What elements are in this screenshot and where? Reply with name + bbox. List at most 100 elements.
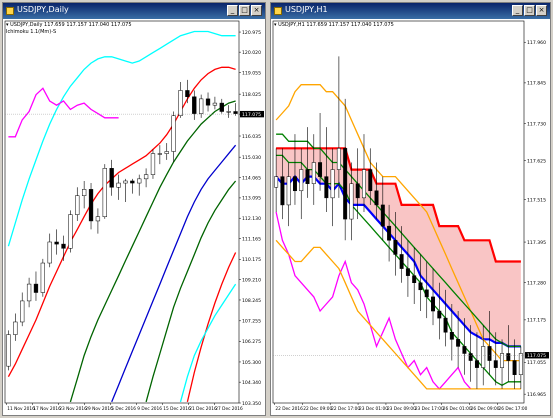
candle-body xyxy=(205,98,211,106)
candle-body xyxy=(336,148,341,170)
candle-body xyxy=(424,289,429,298)
price-tick-label: 117.515 xyxy=(527,197,546,203)
price-tick-label: 117.280 xyxy=(527,281,546,287)
candle-body xyxy=(192,96,197,114)
price-tick-label: 117.960 xyxy=(527,40,546,46)
h1-chart-plot[interactable]: 117.960 117.845 117.730 117.625 117.515 117.3… xyxy=(271,19,550,415)
candle-body xyxy=(412,275,417,283)
candle-body xyxy=(116,182,121,188)
candle-body xyxy=(456,339,461,347)
daily-chart-info-line: ▾ USDJPY,Daily 117.659 117.157 117.040 1… xyxy=(6,22,132,28)
indicator-line xyxy=(275,211,472,390)
candle-body xyxy=(54,241,59,245)
h1-chart-title: USDJPY,H1 xyxy=(285,5,328,14)
candle-body xyxy=(61,243,66,249)
candle-body xyxy=(185,90,190,98)
price-tick-label: 113.095 xyxy=(242,196,261,202)
current-price-label: 117.075 xyxy=(242,112,261,118)
candle-body xyxy=(47,241,52,264)
maximize-button[interactable]: □ xyxy=(239,5,250,16)
price-tick-label: 117.055 xyxy=(527,360,546,366)
candle-body xyxy=(33,283,39,293)
price-tick-label: 106.275 xyxy=(242,339,261,345)
candle-body xyxy=(399,254,404,269)
price-tick-label: 116.965 xyxy=(527,392,546,398)
candle-body xyxy=(233,111,238,114)
candle-body xyxy=(299,169,304,192)
price-tick-label: 109.210 xyxy=(242,277,261,283)
candle-body xyxy=(75,195,80,215)
candle-body xyxy=(405,268,410,276)
price-tick-label: 115.030 xyxy=(242,155,261,161)
candle-body xyxy=(468,353,473,361)
date-tick-label: 17 Nov 2016 xyxy=(33,406,61,412)
daily-chart-indicator-line: Ichimoku 1.1(Mm)-S xyxy=(6,29,57,35)
date-tick-label: 5 Dec 2016 xyxy=(111,406,136,412)
price-tick-label: 117.175 xyxy=(527,318,546,324)
h1-chart-window[interactable]: USDJPY,H1 _ □ × 117.960 117.845 117.730 117… xyxy=(270,2,551,416)
date-tick-label: 26 Dec 17:00 xyxy=(499,406,528,412)
candle-body xyxy=(368,169,373,192)
indicator-line xyxy=(69,100,236,403)
maximize-button[interactable]: □ xyxy=(524,5,535,16)
date-tick-label: 26 Dec 01:00 xyxy=(443,406,472,412)
indicator-line xyxy=(275,174,521,348)
candle-body xyxy=(443,317,448,333)
candle-body xyxy=(387,225,392,241)
daily-chart-window[interactable]: USDJPY,Daily _ □ × 120.975 120.020 119.055… xyxy=(2,2,266,416)
close-button[interactable]: × xyxy=(536,5,547,16)
candle-body xyxy=(437,310,442,319)
current-price-marker xyxy=(525,352,549,359)
price-tick-label: 117.395 xyxy=(527,240,546,246)
candle-body xyxy=(157,153,162,155)
candle-body xyxy=(20,300,25,323)
candle-body xyxy=(318,162,323,177)
date-tick-label: 23 Dec 17:00 xyxy=(415,406,444,412)
candle-body xyxy=(305,169,310,184)
h1-chart-titlebar[interactable]: USDJPY,H1 _ □ × xyxy=(271,3,550,19)
candle-body xyxy=(137,178,142,184)
candle-body xyxy=(449,332,454,340)
candle-body xyxy=(343,148,348,220)
candle-body xyxy=(355,183,360,199)
date-tick-label: 15 Dec 2016 xyxy=(163,406,191,412)
price-tick-label: 108.245 xyxy=(242,298,261,304)
price-tick-label: 112.130 xyxy=(242,216,261,222)
indicator-line xyxy=(276,133,521,348)
candle-body xyxy=(6,334,11,367)
daily-chart-titlebar[interactable]: USDJPY,Daily _ □ × xyxy=(3,3,265,19)
candle-body xyxy=(500,353,505,368)
candle-body xyxy=(481,346,486,368)
date-tick-label: 27 Dec 2016 xyxy=(215,406,243,412)
candle-body xyxy=(143,174,149,180)
candle-body xyxy=(349,183,354,220)
chart-window-icon xyxy=(274,7,282,15)
minimize-button[interactable]: _ xyxy=(227,5,238,16)
candle-body xyxy=(393,240,398,255)
candle-body xyxy=(95,216,101,222)
daily-chart-plot[interactable]: 120.975 120.020 119.055 118.025 117.075 116.0… xyxy=(3,19,265,415)
candle-body xyxy=(219,102,224,112)
indicator-line xyxy=(111,144,237,403)
candle-body xyxy=(171,115,176,152)
candle-body xyxy=(102,168,107,217)
price-tick-label: 110.175 xyxy=(242,257,261,263)
indicator-line xyxy=(186,252,237,403)
h1-chart-info-line: ▾ USDJPY,H1 117.659 117.157 117.040 117.… xyxy=(274,22,394,28)
candle-body xyxy=(286,176,291,206)
minimize-button[interactable]: _ xyxy=(512,5,523,16)
date-tick-label: 22 Dec 2016 xyxy=(275,406,303,412)
candle-body xyxy=(26,283,32,302)
current-price-label: 117.075 xyxy=(527,353,546,359)
candle-body xyxy=(487,346,492,361)
candle-body xyxy=(311,162,316,184)
candle-body xyxy=(512,360,517,375)
price-tick-label: 117.730 xyxy=(527,121,546,127)
close-button[interactable]: × xyxy=(251,5,262,16)
indicator-line xyxy=(145,180,237,403)
candle-body xyxy=(82,189,87,196)
indicator-line xyxy=(7,30,236,247)
candle-body xyxy=(474,360,479,368)
price-tick-label: 103.350 xyxy=(242,401,261,407)
candle-body xyxy=(292,176,297,192)
